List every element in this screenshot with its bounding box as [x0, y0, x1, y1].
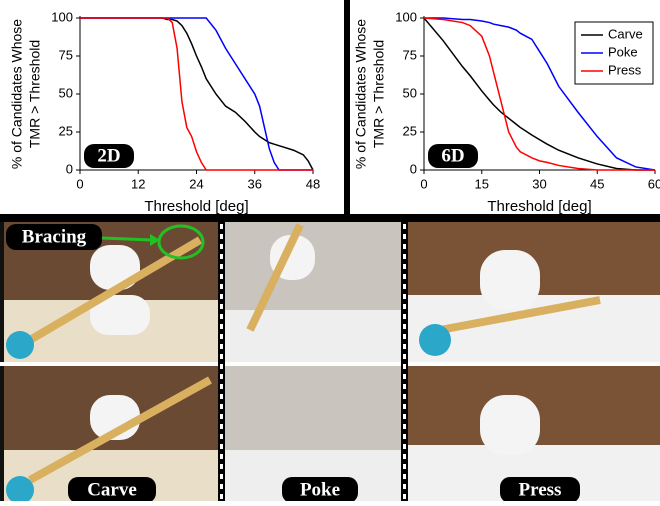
y-axis-label: % of Candidates Whose — [9, 19, 25, 169]
x-axis-label: Threshold [deg] — [487, 198, 591, 215]
x-tick-label: 15 — [475, 176, 489, 191]
divider — [0, 214, 660, 222]
y-tick-label: 100 — [395, 9, 417, 24]
badge — [428, 144, 478, 168]
caption: Carve — [87, 479, 137, 500]
legend-label: Poke — [608, 44, 638, 59]
x-tick-label: 30 — [532, 176, 546, 191]
y-tick-label: 100 — [51, 9, 73, 24]
x-tick-label: 45 — [590, 176, 604, 191]
x-tick-label: 0 — [76, 176, 83, 191]
legend-label: Carve — [608, 26, 643, 41]
series-line — [424, 17, 656, 171]
caption: Poke — [300, 479, 340, 500]
x-tick-label: 12 — [131, 176, 145, 191]
badge-label: 6D — [441, 145, 464, 166]
caption: Press — [519, 479, 562, 500]
series-line — [423, 17, 655, 171]
series-line — [423, 17, 655, 171]
x-tick-label: 60 — [648, 176, 660, 191]
series-line — [80, 17, 313, 171]
badge — [84, 144, 134, 168]
y-tick-label: 25 — [59, 123, 73, 138]
x-tick-label: 48 — [306, 176, 320, 191]
divider — [344, 0, 350, 218]
x-tick-label: 36 — [248, 176, 262, 191]
y-tick-label: 75 — [403, 47, 417, 62]
y-axis-label: TMR > Threshold — [371, 40, 387, 148]
legend-label: Press — [608, 62, 642, 77]
x-axis-label: Threshold [deg] — [144, 198, 248, 215]
y-axis-label: % of Candidates Whose — [353, 19, 369, 169]
y-tick-label: 50 — [403, 85, 417, 100]
y-tick-label: 0 — [410, 161, 417, 176]
y-tick-label: 0 — [66, 161, 73, 176]
badge-label: 2D — [97, 145, 120, 166]
annotation: Bracing — [22, 226, 87, 247]
x-tick-label: 0 — [420, 176, 427, 191]
photos — [0, 222, 660, 504]
x-tick-label: 24 — [189, 176, 203, 191]
y-tick-label: 50 — [59, 85, 73, 100]
y-axis-label: TMR > Threshold — [27, 40, 43, 148]
y-tick-label: 25 — [403, 123, 417, 138]
y-tick-label: 75 — [59, 47, 73, 62]
